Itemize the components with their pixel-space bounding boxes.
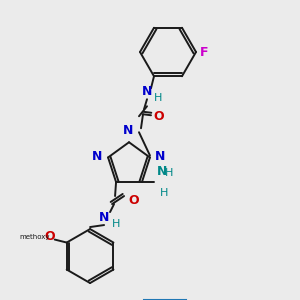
Text: H: H [112, 219, 120, 229]
Text: F: F [200, 46, 208, 59]
Text: N: N [155, 150, 165, 163]
Text: H: H [160, 188, 168, 198]
Text: O: O [128, 194, 139, 206]
Text: methoxy: methoxy [20, 233, 50, 239]
Text: N: N [142, 85, 152, 98]
Text: N: N [157, 165, 167, 178]
Text: O: O [153, 110, 164, 123]
Text: N: N [99, 211, 109, 224]
Text: N: N [123, 124, 133, 137]
Text: O: O [44, 230, 55, 243]
Text: N: N [92, 150, 102, 163]
Text: H: H [165, 168, 173, 178]
Text: H: H [154, 93, 162, 103]
